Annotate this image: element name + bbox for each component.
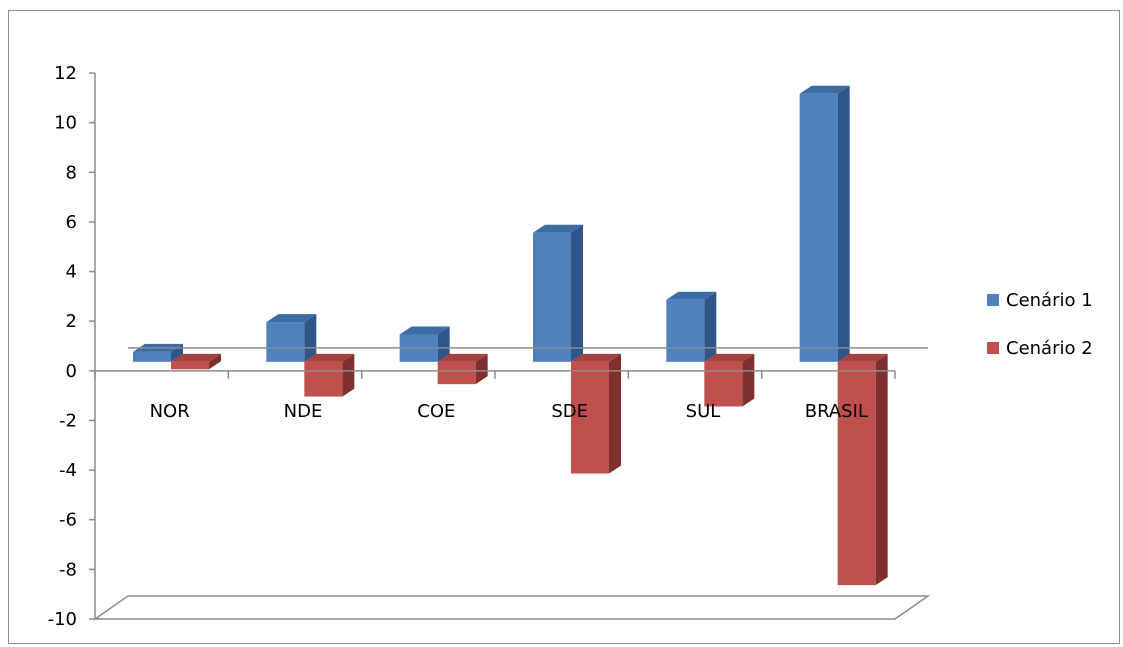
bar-sul-2-top bbox=[704, 353, 755, 362]
bar-sde-2 bbox=[571, 353, 621, 474]
bar-brasil-1-front bbox=[799, 93, 838, 362]
bar-nde-1-top bbox=[266, 314, 317, 323]
bar-coe-2-front bbox=[437, 361, 476, 385]
bar-nde-1-front bbox=[266, 322, 305, 362]
chart-floor bbox=[92, 595, 931, 620]
y-tick-label: 8 bbox=[66, 162, 77, 183]
y-tick-label: 12 bbox=[54, 63, 77, 84]
legend-swatch bbox=[987, 342, 999, 354]
floor-plane bbox=[92, 595, 931, 620]
y-tick-label: -6 bbox=[59, 510, 77, 531]
bar-nor-2-top bbox=[171, 353, 221, 362]
legend-swatch bbox=[987, 294, 999, 306]
legend-label: Cenário 2 bbox=[1006, 338, 1093, 359]
bar-nde-2-side bbox=[342, 353, 355, 397]
bar-sde-1 bbox=[533, 224, 583, 362]
bar-brasil-2-top bbox=[837, 353, 888, 362]
bar-brasil-1-side bbox=[837, 85, 850, 362]
x-category-label: BRASIL bbox=[805, 401, 868, 422]
bar-nor-2 bbox=[171, 353, 221, 370]
y-tick-label: -2 bbox=[59, 410, 77, 431]
bar-sde-1-front bbox=[533, 232, 571, 362]
category-labels: NOR NDE COE SDE SUL BRASIL bbox=[150, 401, 868, 422]
bar-nor-2-front bbox=[171, 361, 209, 370]
bar-brasil-2 bbox=[837, 353, 888, 586]
bar-brasil-1-top bbox=[799, 85, 850, 94]
y-tick-label: 10 bbox=[54, 113, 77, 134]
y-tick-label: -4 bbox=[59, 460, 77, 481]
legend: Cenário 1 Cenário 2 bbox=[987, 290, 1093, 359]
bar-nde-1-side bbox=[304, 314, 317, 362]
bar-nor-1-front bbox=[133, 351, 171, 362]
x-category-label: SUL bbox=[686, 401, 721, 422]
x-category-label: SDE bbox=[551, 401, 588, 422]
zero-plane bbox=[94, 347, 928, 379]
bar-sde-1-side bbox=[571, 224, 583, 362]
bar-sde-1-top bbox=[533, 224, 583, 233]
bar-nde-1 bbox=[266, 314, 317, 362]
x-category-label: NOR bbox=[150, 401, 190, 422]
bar-sde-2-side bbox=[609, 353, 621, 474]
y-tick-label: 0 bbox=[66, 361, 77, 382]
bar-coe-1 bbox=[399, 326, 450, 362]
y-tick-label: 6 bbox=[66, 212, 77, 233]
x-category-label: NDE bbox=[284, 401, 323, 422]
legend-label: Cenário 1 bbox=[1006, 290, 1093, 311]
bars bbox=[133, 85, 888, 586]
bar-nor-2-side bbox=[209, 353, 221, 370]
bar-sde-2-top bbox=[571, 353, 621, 362]
bar-brasil-2-side bbox=[875, 353, 888, 586]
x-category-label: COE bbox=[417, 401, 455, 422]
bar-sul-1 bbox=[666, 291, 717, 362]
bar-sul-2 bbox=[704, 353, 755, 407]
bar-coe-2-top bbox=[437, 353, 488, 362]
y-tick-label: -8 bbox=[59, 559, 77, 580]
bar-coe-1-top bbox=[399, 326, 450, 335]
bar-coe-2 bbox=[437, 353, 488, 385]
bar-sul-2-front bbox=[704, 361, 743, 407]
bar-sul-1-side bbox=[704, 291, 717, 362]
bar-sul-1-front bbox=[666, 299, 705, 362]
bar-nde-2-front bbox=[304, 361, 343, 397]
bar-sul-2-side bbox=[742, 353, 755, 407]
y-tick-label: 2 bbox=[66, 311, 77, 332]
bar-brasil-2-front bbox=[837, 361, 876, 586]
bar-coe-2-side bbox=[475, 353, 488, 385]
bar-sde-2-front bbox=[571, 361, 609, 474]
y-tick-label: 4 bbox=[66, 262, 77, 283]
bar-brasil-1 bbox=[799, 85, 850, 362]
bar-nde-2 bbox=[304, 353, 355, 397]
y-axis: 12 10 8 6 4 2 0 -2 -4 -6 -8 -10 bbox=[48, 63, 96, 630]
y-tick-label: -10 bbox=[48, 609, 77, 630]
bar-nde-2-top bbox=[304, 353, 355, 362]
bar-coe-1-side bbox=[437, 326, 450, 362]
bar-sul-1-top bbox=[666, 291, 717, 300]
